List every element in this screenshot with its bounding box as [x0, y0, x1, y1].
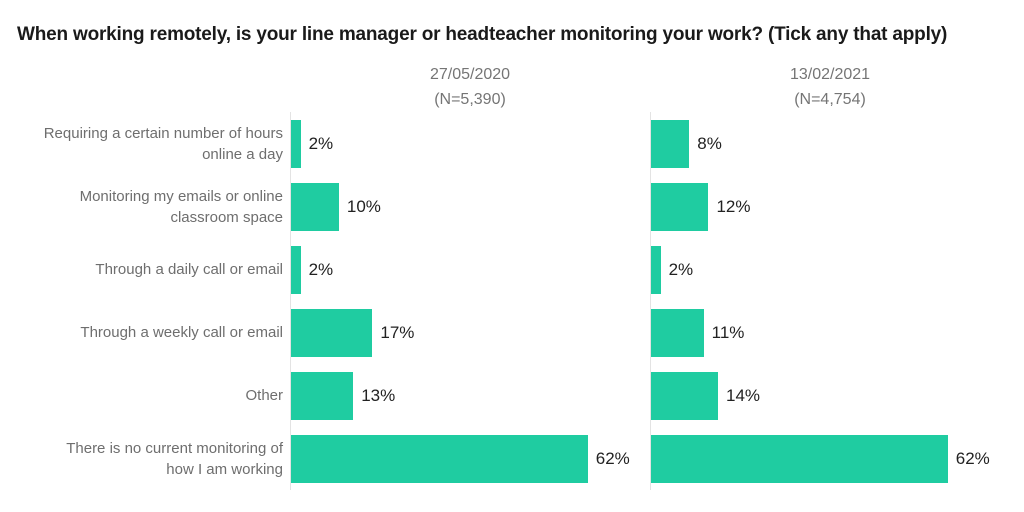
chart-row: Monitoring my emails or online classroom…: [0, 175, 1024, 238]
bar-value-label: 2%: [668, 259, 694, 279]
bar-value-label: 62%: [955, 448, 990, 468]
panel-2020: 10%: [290, 175, 650, 238]
panel-2020: 13%: [290, 364, 650, 427]
category-label: Through a weekly call or email: [80, 324, 283, 341]
column-date-2020: 27/05/2020: [429, 66, 511, 83]
column-header-2020: 27/05/2020 (N=5,390): [290, 62, 650, 112]
chart-row: Through a weekly call or email 17% 11%: [0, 301, 1024, 364]
bar-2020: [291, 182, 339, 231]
bar-value-label: 62%: [595, 448, 630, 468]
column-sample-size-2020: (N=5,390): [434, 91, 506, 108]
bar-value-label: 12%: [716, 196, 751, 216]
category-label: Monitoring my emails or online classroom…: [79, 187, 283, 226]
panel-2021: 62%: [650, 427, 1010, 490]
bar-2021: [651, 119, 690, 168]
chart-title: When working remotely, is your line mana…: [17, 24, 948, 45]
panel-2021: 11%: [650, 301, 1010, 364]
category-label: There is no current monitoring of how I …: [66, 439, 283, 478]
bar-2020: [291, 371, 354, 420]
bar-chart: Requiring a certain number of hours onli…: [0, 112, 1024, 490]
bar-value-label: 13%: [361, 385, 396, 405]
bar-2020: [291, 308, 373, 357]
bar-value-label: 8%: [697, 133, 722, 153]
panel-2021: 8%: [650, 112, 1010, 175]
bar-value-label: 2%: [308, 133, 334, 153]
panel-2021: 12%: [650, 175, 1010, 238]
bar-2020: [291, 434, 588, 483]
panel-2021: 2%: [650, 238, 1010, 301]
chart-row: Through a daily call or email 2% 2%: [0, 238, 1024, 301]
category-label: Other: [245, 387, 283, 404]
chart-row: There is no current monitoring of how I …: [0, 427, 1024, 490]
bar-value-label: 10%: [346, 196, 381, 216]
panel-2021: 14%: [650, 364, 1010, 427]
column-date-2021: 13/02/2021: [789, 66, 871, 83]
column-sample-size-2021: (N=4,754): [794, 91, 866, 108]
category-label: Requiring a certain number of hours onli…: [43, 124, 283, 163]
bar-2020: [291, 119, 301, 168]
bar-value-label: 14%: [726, 385, 761, 405]
bar-2021: [651, 308, 704, 357]
bar-2021: [651, 371, 718, 420]
bar-value-label: 11%: [711, 322, 745, 342]
bar-value-label: 2%: [308, 259, 334, 279]
category-label: Through a daily call or email: [95, 261, 283, 278]
column-header-2021: 13/02/2021 (N=4,754): [650, 62, 1010, 112]
bar-2021: [651, 182, 709, 231]
bar-2021: [651, 434, 948, 483]
panel-2020: 2%: [290, 112, 650, 175]
chart-row: Requiring a certain number of hours onli…: [0, 112, 1024, 175]
chart-row: Other 13% 14%: [0, 364, 1024, 427]
bar-2020: [291, 245, 301, 294]
bar-2021: [651, 245, 661, 294]
panel-2020: 62%: [290, 427, 650, 490]
panel-2020: 17%: [290, 301, 650, 364]
panel-2020: 2%: [290, 238, 650, 301]
bar-value-label: 17%: [380, 322, 415, 342]
